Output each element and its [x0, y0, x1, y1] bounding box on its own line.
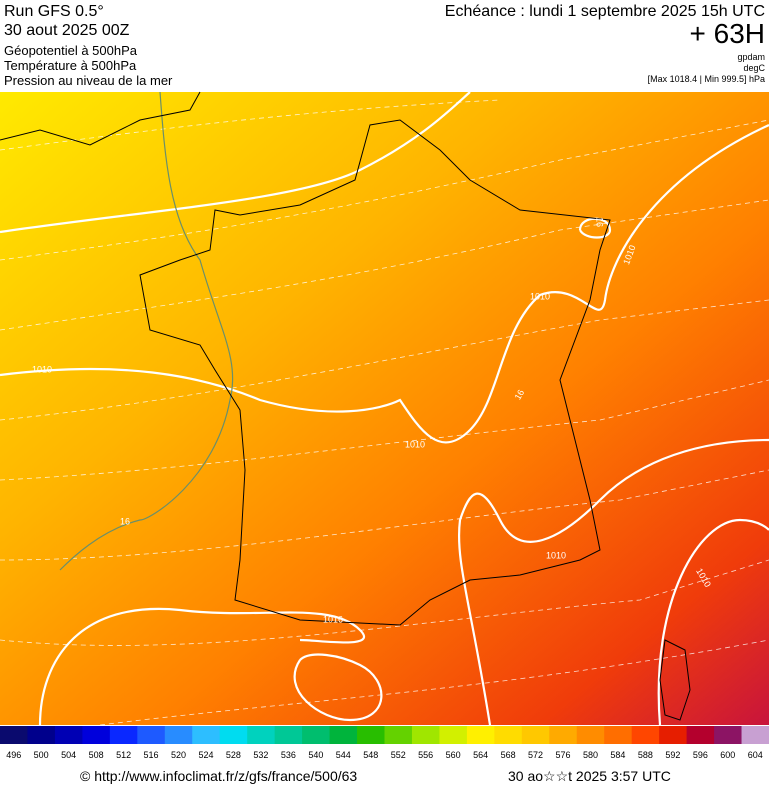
scale-label: 600 — [720, 750, 735, 760]
scale-label: 568 — [501, 750, 516, 760]
scale-label: 564 — [473, 750, 488, 760]
scale-cell — [302, 726, 331, 744]
scale-cell — [411, 726, 440, 744]
scale-cell — [549, 726, 578, 744]
color-scale: 496 500 504 508 512 516 520 524 528 532 536 540 544 5… — [0, 726, 769, 760]
scale-cell — [192, 726, 221, 744]
scale-label: 528 — [226, 750, 241, 760]
scale-label: 548 — [363, 750, 378, 760]
scale-label: 572 — [528, 750, 543, 760]
scale-cell — [247, 726, 276, 744]
scale-cell — [82, 726, 111, 744]
scale-label: 508 — [89, 750, 104, 760]
scale-label: 552 — [391, 750, 406, 760]
scale-cell — [109, 726, 138, 744]
field-subtitle: Pression au niveau de la mer — [4, 73, 173, 88]
scale-label: 524 — [198, 750, 213, 760]
scale-cell — [631, 726, 660, 744]
contour-label: 16 — [513, 388, 527, 402]
scale-cell — [466, 726, 495, 744]
scale-label: 592 — [665, 750, 680, 760]
lead-time: + 63H — [690, 18, 766, 49]
unit: gpdam — [737, 52, 765, 62]
scale-label: 588 — [638, 750, 653, 760]
pressure-isobars — [0, 91, 769, 726]
temperature-isolines — [0, 99, 769, 726]
contour-label: 1010 — [546, 550, 566, 560]
scale-label: 584 — [610, 750, 625, 760]
scale-cell — [357, 726, 385, 744]
scale-cell — [741, 726, 769, 744]
scale-cell — [659, 726, 688, 744]
france-outline — [139, 119, 611, 626]
contour-label: 1010 — [32, 364, 52, 374]
scale-cell — [384, 726, 413, 744]
map: 1010 1010 1010 1010 1010 1010 1016 16 16… — [0, 91, 769, 726]
scale-label: 512 — [116, 750, 131, 760]
run-title: Run GFS 0.5° — [4, 3, 104, 20]
scale-cell — [54, 726, 83, 744]
scale-label: 504 — [61, 750, 76, 760]
scale-label: 516 — [144, 750, 159, 760]
run-date: 30 aout 2025 00Z — [4, 22, 130, 39]
scale-label: 520 — [171, 750, 186, 760]
scale-label: 536 — [281, 750, 296, 760]
scale-cell — [494, 726, 523, 744]
scale-cell — [604, 726, 633, 744]
footer-url: © http://www.infoclimat.fr/z/gfs/france/… — [80, 768, 357, 784]
contour-label: 1016 — [323, 614, 343, 624]
scale-cell — [329, 726, 358, 744]
scale-cell — [521, 726, 550, 744]
scale-cell — [137, 726, 166, 744]
scale-cell — [219, 726, 248, 744]
scale-label: 556 — [418, 750, 433, 760]
scale-label: 560 — [446, 750, 461, 760]
field-title: Géopotentiel à 500hPa — [4, 43, 138, 58]
scale-cell — [27, 726, 56, 744]
corsica-outline — [659, 639, 691, 721]
footer-time: 30 ao☆☆t 2025 3:57 UTC — [508, 768, 671, 784]
unit: degC — [743, 63, 765, 73]
field-subtitle: Température à 500hPa — [4, 58, 137, 73]
scale-cell — [714, 726, 743, 744]
forecast-time: Echéance : lundi 1 septembre 2025 15h UT… — [445, 3, 765, 20]
scale-label: 576 — [556, 750, 571, 760]
scale-cell — [274, 726, 303, 744]
scale-label: 540 — [308, 750, 323, 760]
zero-isotherm — [59, 91, 234, 571]
scale-label: 544 — [336, 750, 351, 760]
contour-label: 1010 — [530, 291, 550, 301]
contour-label: 16 — [595, 217, 605, 227]
scale-cell — [0, 726, 28, 744]
scale-label: 604 — [748, 750, 763, 760]
scale-cell — [164, 726, 193, 744]
scale-label: 580 — [583, 750, 598, 760]
min-max: [Max 1018.4 | Min 999.5] hPa — [648, 74, 765, 84]
scale-label: 532 — [253, 750, 268, 760]
scale-cell — [439, 726, 468, 744]
contour-label: 16 — [120, 516, 130, 526]
scale-label: 500 — [34, 750, 49, 760]
scale-cell — [576, 726, 605, 744]
field-background — [0, 92, 769, 725]
uk-coast — [0, 91, 201, 146]
scale-cell — [686, 726, 715, 744]
scale-label: 496 — [6, 750, 21, 760]
contour-label: 1010 — [405, 439, 425, 449]
scale-label: 596 — [693, 750, 708, 760]
